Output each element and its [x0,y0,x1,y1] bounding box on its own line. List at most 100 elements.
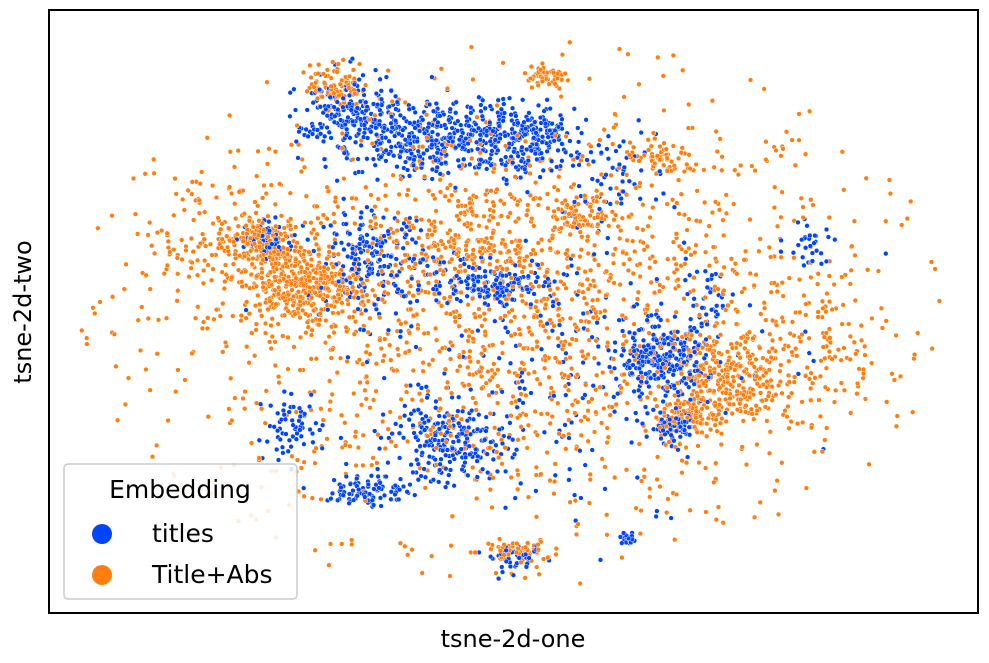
point-titles [435,119,441,126]
point-titles [526,110,532,116]
point-titles [396,430,403,436]
point-titles [495,575,502,582]
point-title-abs [819,448,825,455]
point-title-abs [829,356,835,362]
point-titles [381,253,387,259]
point-titles [360,72,366,78]
point-titles [661,340,667,346]
point-titles [393,421,399,427]
point-title-abs [483,380,489,386]
point-titles [637,196,643,202]
point-title-abs [534,376,540,382]
point-title-abs [678,246,685,252]
point-title-abs [95,225,101,231]
point-title-abs [648,143,654,149]
point-title-abs [245,241,251,247]
point-title-abs [364,379,370,386]
point-titles [343,473,349,480]
point-titles [495,97,501,103]
point-title-abs [501,201,507,207]
point-titles [493,277,499,283]
point-title-abs [673,491,680,498]
point-title-abs [298,465,305,471]
point-title-abs [411,225,417,231]
point-title-abs [822,437,828,443]
point-title-abs [490,342,496,348]
point-titles [437,461,443,467]
point-titles [392,491,398,498]
point-title-abs [490,230,496,236]
point-title-abs [441,295,447,301]
point-titles [381,263,387,269]
point-title-abs [420,307,426,313]
point-titles [364,135,371,141]
point-titles [394,164,400,170]
point-title-abs [320,212,327,218]
point-titles [533,141,540,147]
point-title-abs [552,81,558,87]
point-titles [476,94,482,100]
point-title-abs [527,170,533,177]
point-title-abs [181,207,187,213]
point-titles [487,255,493,261]
point-titles [479,113,485,119]
point-titles [567,466,573,472]
point-titles [576,162,582,168]
point-titles [466,123,472,129]
point-title-abs [316,252,322,258]
point-titles [374,147,380,153]
point-titles [683,256,689,262]
point-title-abs [378,223,384,229]
point-titles [319,422,326,428]
point-titles [650,407,656,413]
point-title-abs [605,434,611,440]
point-titles [612,339,618,346]
point-title-abs [409,397,415,403]
point-title-abs [607,275,614,281]
point-titles [403,232,409,238]
point-titles [665,379,671,385]
point-title-abs [587,267,594,273]
point-title-abs [786,425,792,431]
point-title-abs [641,467,647,473]
point-title-abs [721,264,727,270]
point-title-abs [720,520,726,526]
point-titles [433,297,440,304]
point-title-abs [564,202,570,208]
point-title-abs [248,271,254,278]
point-title-abs [194,257,201,264]
point-titles [559,158,565,164]
point-titles [508,112,514,118]
point-title-abs [246,311,252,317]
point-title-abs [681,168,688,175]
point-titles [698,320,705,327]
point-title-abs [799,331,805,338]
point-title-abs [453,251,459,257]
point-titles [402,159,409,165]
point-title-abs [208,277,215,283]
point-titles [664,335,671,341]
point-titles [364,239,370,245]
point-title-abs [824,290,830,297]
point-titles [303,126,309,133]
point-title-abs [530,196,537,202]
point-titles [350,497,357,503]
point-title-abs [329,346,336,353]
point-title-abs [527,163,533,169]
point-title-abs [869,360,875,366]
point-titles [447,459,453,465]
point-title-abs [173,191,179,197]
point-title-abs [717,420,724,426]
point-title-abs [273,223,279,230]
point-titles [388,272,394,278]
point-title-abs [285,366,291,372]
point-title-abs [515,437,521,443]
point-title-abs [189,191,195,197]
point-title-abs [470,336,476,342]
point-title-abs [786,379,792,385]
point-titles [279,444,286,450]
point-title-abs [451,237,457,243]
point-title-abs [259,313,265,319]
point-title-abs [235,267,242,273]
point-title-abs [683,460,690,466]
